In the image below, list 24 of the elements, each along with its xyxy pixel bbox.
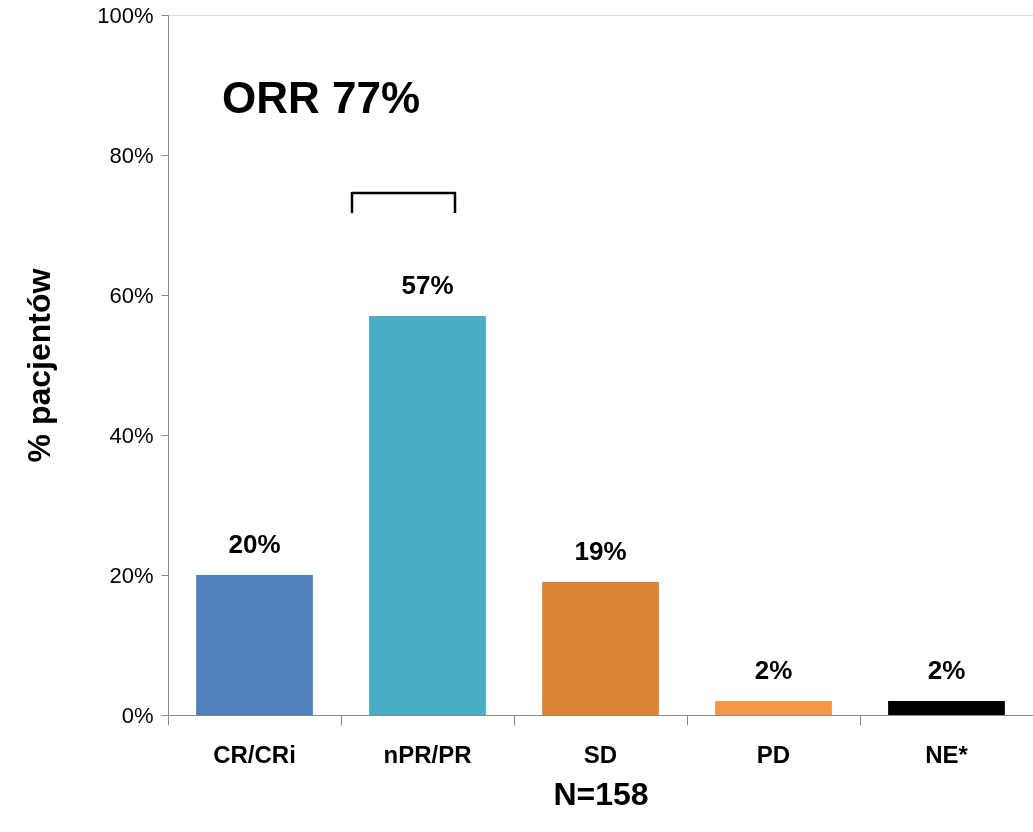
data-label: 20% [228,529,281,559]
y-tick-label: 100% [97,2,154,28]
x-tick-label: PD [756,740,791,768]
data-label: 19% [574,536,627,566]
y-axis-title: % pacjentów [21,268,58,463]
y-tick-label: 20% [109,562,154,588]
data-label: 2% [754,655,793,685]
data-label: 57% [401,270,454,300]
bar [542,582,659,715]
bar [715,701,832,715]
annotation: ORR 77% [222,73,421,122]
data-label: 2% [927,655,966,685]
x-tick-label: SD [583,740,618,768]
y-tick-label: 0% [121,702,154,728]
x-tick-label: CR/CRi [213,740,296,768]
y-tick-label: 80% [109,142,154,168]
bar [888,701,1005,715]
y-tick-label: 60% [109,282,154,308]
x-tick-label: NE* [925,740,969,768]
bar [196,575,313,715]
x-tick-label: nPR/PR [383,740,472,768]
x-axis-title: N=158 [553,775,649,812]
y-tick-label: 40% [109,422,154,448]
bar [369,316,486,715]
